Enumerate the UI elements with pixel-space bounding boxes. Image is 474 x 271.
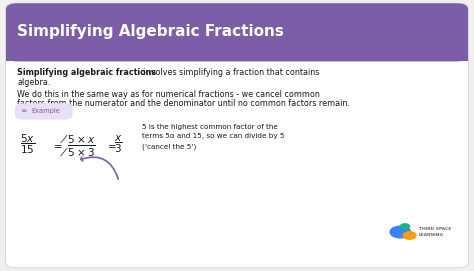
Text: Simplifying algebraic fractions: Simplifying algebraic fractions bbox=[17, 68, 156, 77]
Text: $=$: $=$ bbox=[51, 140, 62, 150]
Text: algebra.: algebra. bbox=[17, 78, 51, 87]
Text: $=$: $=$ bbox=[105, 140, 117, 150]
FancyBboxPatch shape bbox=[6, 3, 468, 62]
Circle shape bbox=[390, 226, 410, 238]
FancyBboxPatch shape bbox=[6, 3, 468, 268]
Text: Example: Example bbox=[31, 108, 60, 114]
Text: LEARNING: LEARNING bbox=[419, 233, 444, 237]
Text: We do this in the same way as for numerical fractions - we cancel common: We do this in the same way as for numeri… bbox=[17, 90, 320, 99]
Text: involves simplifying a fraction that contains: involves simplifying a fraction that con… bbox=[141, 68, 319, 77]
Text: ✏: ✏ bbox=[22, 109, 27, 114]
Circle shape bbox=[403, 232, 416, 239]
Text: terms 5α and 15, so we can divide by 5: terms 5α and 15, so we can divide by 5 bbox=[142, 133, 285, 139]
Text: $\dfrac{x}{3}$: $\dfrac{x}{3}$ bbox=[114, 134, 123, 155]
Text: $\dfrac{5x}{15}$: $\dfrac{5x}{15}$ bbox=[19, 133, 35, 156]
Text: ('cancel the 5'): ('cancel the 5') bbox=[142, 143, 196, 150]
Text: THIRD SPACE: THIRD SPACE bbox=[419, 227, 451, 231]
Text: 5 is the highest common factor of the: 5 is the highest common factor of the bbox=[142, 124, 278, 130]
Text: $\dfrac{\not{5} \times x}{\not{5} \times 3}$: $\dfrac{\not{5} \times x}{\not{5} \times… bbox=[60, 132, 95, 158]
Text: Simplifying Algebraic Fractions: Simplifying Algebraic Fractions bbox=[17, 24, 284, 38]
Bar bbox=[6, 40, 468, 62]
Circle shape bbox=[401, 224, 410, 229]
FancyBboxPatch shape bbox=[15, 103, 73, 120]
Text: factors from the numerator and the denominator until no common factors remain.: factors from the numerator and the denom… bbox=[17, 99, 350, 108]
